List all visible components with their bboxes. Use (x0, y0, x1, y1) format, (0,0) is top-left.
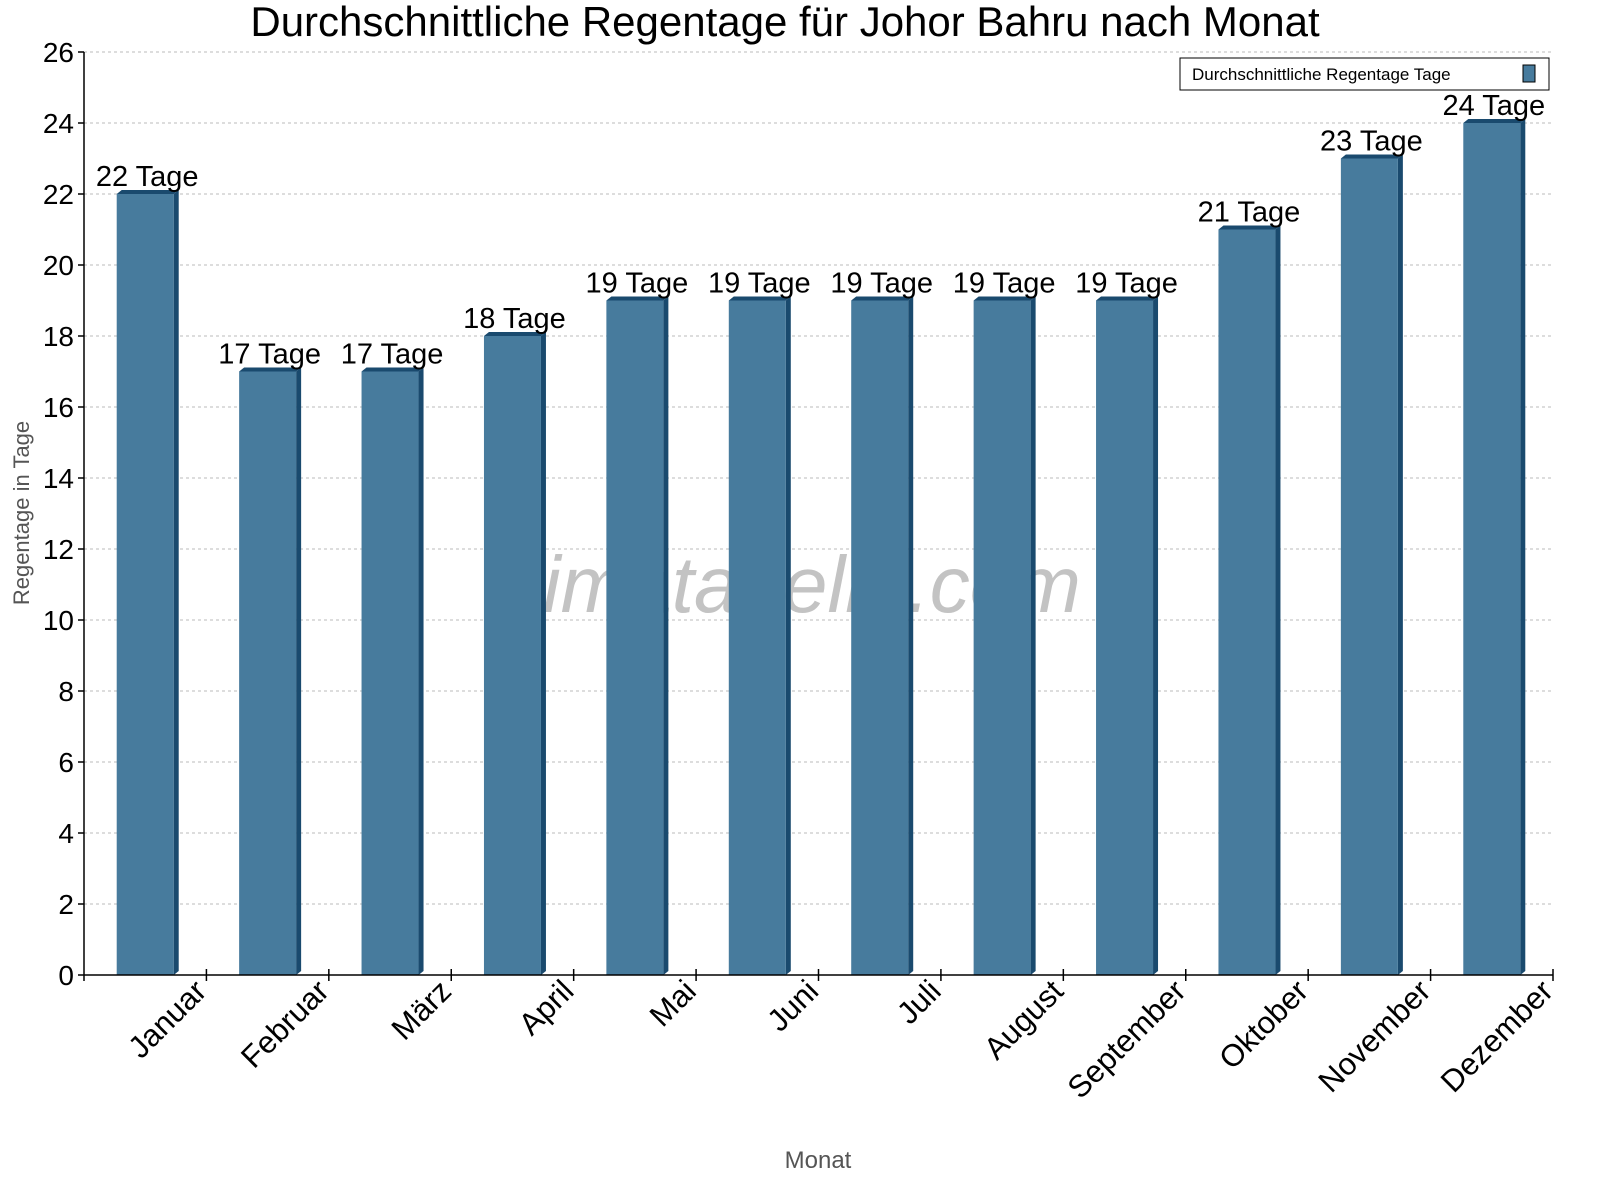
bar-side (1397, 154, 1403, 975)
data-label: 17 Tage (341, 339, 444, 371)
bar-side (908, 296, 914, 975)
bar-side (1153, 296, 1159, 975)
bar-group: 21 Tage (1198, 197, 1301, 975)
bar-group: 22 Tage (96, 161, 199, 975)
bar-group: 23 Tage (1320, 126, 1423, 975)
x-tick-label: Februar (234, 973, 336, 1075)
data-label: 23 Tage (1320, 126, 1423, 158)
bar-side (1520, 119, 1526, 975)
bar-top (361, 367, 424, 372)
x-tick-label: Juli (890, 973, 948, 1031)
bar-side (173, 190, 179, 975)
x-tick-label: August (977, 973, 1070, 1066)
legend-box (1179, 57, 1550, 91)
x-tick-label: Oktober (1212, 973, 1315, 1076)
bar-group: 24 Tage (1442, 90, 1545, 975)
bar-side (418, 367, 424, 975)
bar (728, 300, 786, 975)
y-tick-label: 22 (43, 179, 74, 210)
y-axis-label: Regentage in Tage (9, 421, 34, 605)
y-tick-label: 10 (43, 605, 74, 636)
x-tick-label: November (1311, 973, 1437, 1099)
y-tick-label: 18 (43, 321, 74, 352)
bar-top (239, 367, 302, 372)
bar-top (728, 296, 791, 301)
bar-top (1218, 225, 1281, 230)
bar-top (1340, 154, 1403, 159)
data-label: 19 Tage (830, 268, 933, 300)
data-label: 22 Tage (96, 161, 199, 193)
gridlines (84, 51, 1553, 905)
x-tick-label: April (512, 973, 581, 1042)
bar (1096, 300, 1154, 975)
y-tick-label: 4 (58, 818, 74, 849)
bar-top (606, 296, 669, 301)
bar-group: 19 Tage (953, 268, 1056, 975)
data-label: 17 Tage (218, 339, 321, 371)
data-label: 24 Tage (1442, 90, 1545, 122)
bar-side (785, 296, 791, 975)
bar-group: 17 Tage (341, 339, 444, 975)
bar-top (851, 296, 914, 301)
data-label: 19 Tage (953, 268, 1056, 300)
x-tick-label: September (1061, 973, 1193, 1105)
bar (1463, 123, 1521, 975)
legend-swatch (1522, 64, 1536, 83)
bar (1340, 158, 1398, 975)
bar (851, 300, 909, 975)
y-tick-label: 0 (58, 960, 74, 991)
data-label: 21 Tage (1198, 197, 1301, 229)
chart-title: Durchschnittliche Regentage für Johor Ba… (250, 0, 1320, 45)
x-tick-label: Juni (760, 973, 825, 1038)
bar-top (1463, 119, 1526, 123)
y-tick-label: 20 (43, 250, 74, 281)
bar (973, 300, 1031, 975)
data-label: 18 Tage (463, 303, 566, 335)
y-tick-label: 6 (58, 747, 74, 778)
y-tick-label: 12 (43, 534, 74, 565)
bar-group: 17 Tage (218, 339, 321, 975)
bars: 22 Tage 17 Tage 17 Tage 18 Tage 19 Tage 19 Ta… (96, 90, 1545, 975)
bar-top (483, 332, 546, 336)
bar-side (1275, 225, 1281, 975)
y-tick-label: 2 (58, 889, 74, 920)
bar-group: 19 Tage (830, 268, 933, 975)
x-tick-label: Mai (643, 973, 703, 1033)
legend[interactable]: Durchschnittliche Regentage Tage (1179, 57, 1550, 91)
bar (116, 194, 174, 975)
y-tick-label: 24 (43, 108, 74, 139)
y-tick-label: 8 (58, 676, 74, 707)
bar-group: 19 Tage (1075, 268, 1178, 975)
bar-top (1096, 296, 1159, 301)
bar-group: 18 Tage (463, 303, 566, 975)
data-label: 19 Tage (708, 268, 811, 300)
legend-label: Durchschnittliche Regentage Tage (1192, 65, 1451, 84)
bar-side (296, 367, 302, 975)
bar-group: 19 Tage (708, 268, 811, 975)
x-tick-label: März (385, 973, 458, 1046)
bar-top (973, 296, 1036, 301)
bar-top (116, 190, 179, 194)
bar (361, 371, 419, 975)
x-axis-label: Monat (785, 1147, 852, 1174)
bar (606, 300, 664, 975)
y-tick-label: 16 (43, 392, 74, 423)
y-tick-label: 14 (43, 463, 74, 494)
bar-group: 19 Tage (586, 268, 689, 975)
x-tick-label: Dezember (1434, 973, 1560, 1099)
bar-side (1030, 296, 1036, 975)
x-tick-label: Januar (121, 973, 213, 1065)
bar-side (540, 332, 546, 975)
bar (239, 371, 297, 975)
bar (483, 336, 541, 975)
y-tick-label: 26 (43, 37, 74, 68)
bar-side (663, 296, 669, 975)
bar (1218, 229, 1276, 975)
data-label: 19 Tage (1075, 268, 1178, 300)
data-label: 19 Tage (586, 268, 689, 300)
